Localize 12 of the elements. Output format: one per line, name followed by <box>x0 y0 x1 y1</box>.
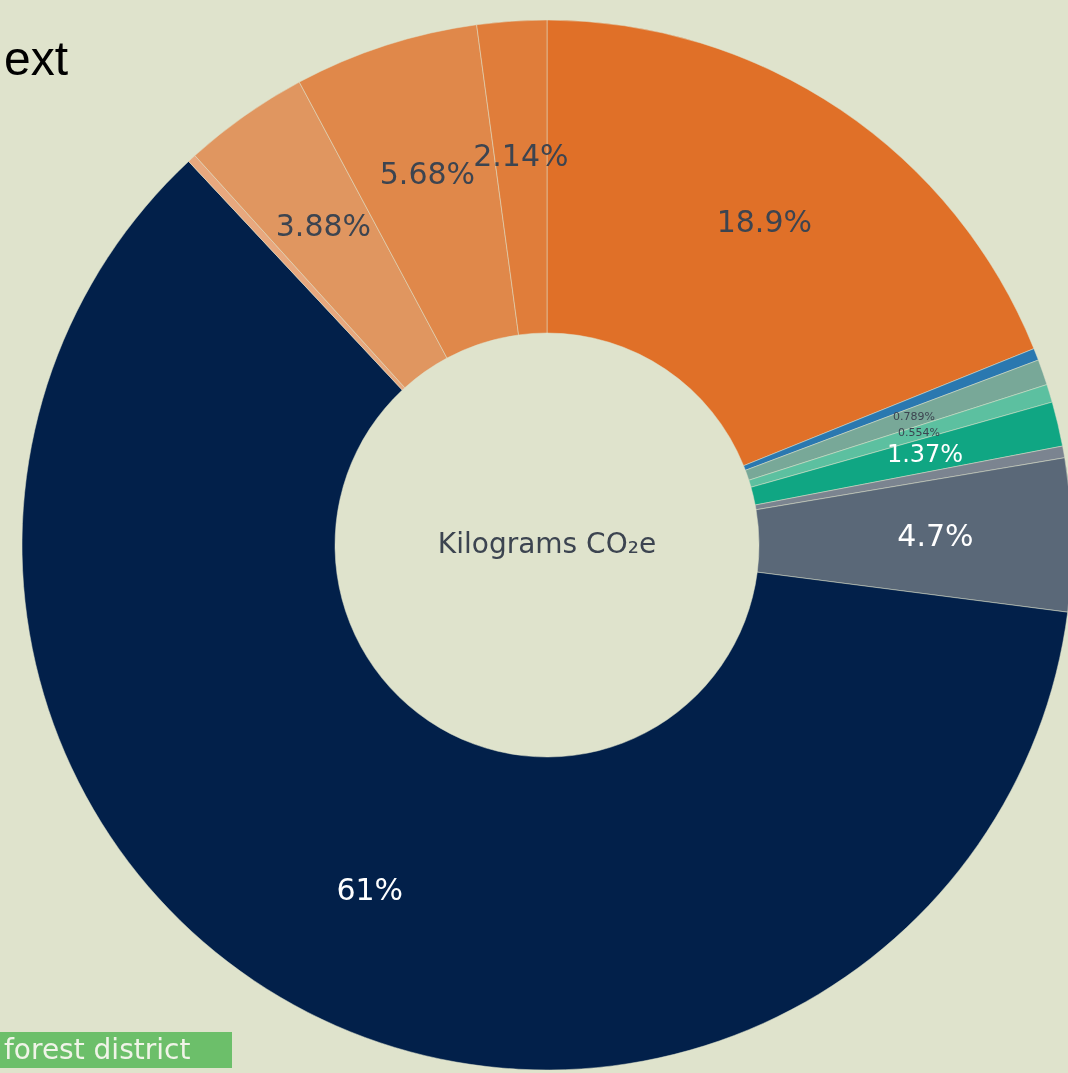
data-label: 4.7% <box>897 518 974 554</box>
data-label: 2.14% <box>473 138 569 174</box>
data-label: 5.68% <box>379 156 476 192</box>
data-label: 0.789% <box>892 410 935 424</box>
text: Kilograms CO₂e <box>437 527 657 560</box>
data-label: 3.88% <box>275 208 372 244</box>
data-label: 61% <box>336 871 404 907</box>
data-label: 18.9% <box>716 203 813 239</box>
data-label: 1.37% <box>886 440 964 469</box>
data-label: 0.554% <box>897 425 940 439</box>
chart-title: ext <box>3 32 68 85</box>
text: forest district <box>4 1033 191 1066</box>
